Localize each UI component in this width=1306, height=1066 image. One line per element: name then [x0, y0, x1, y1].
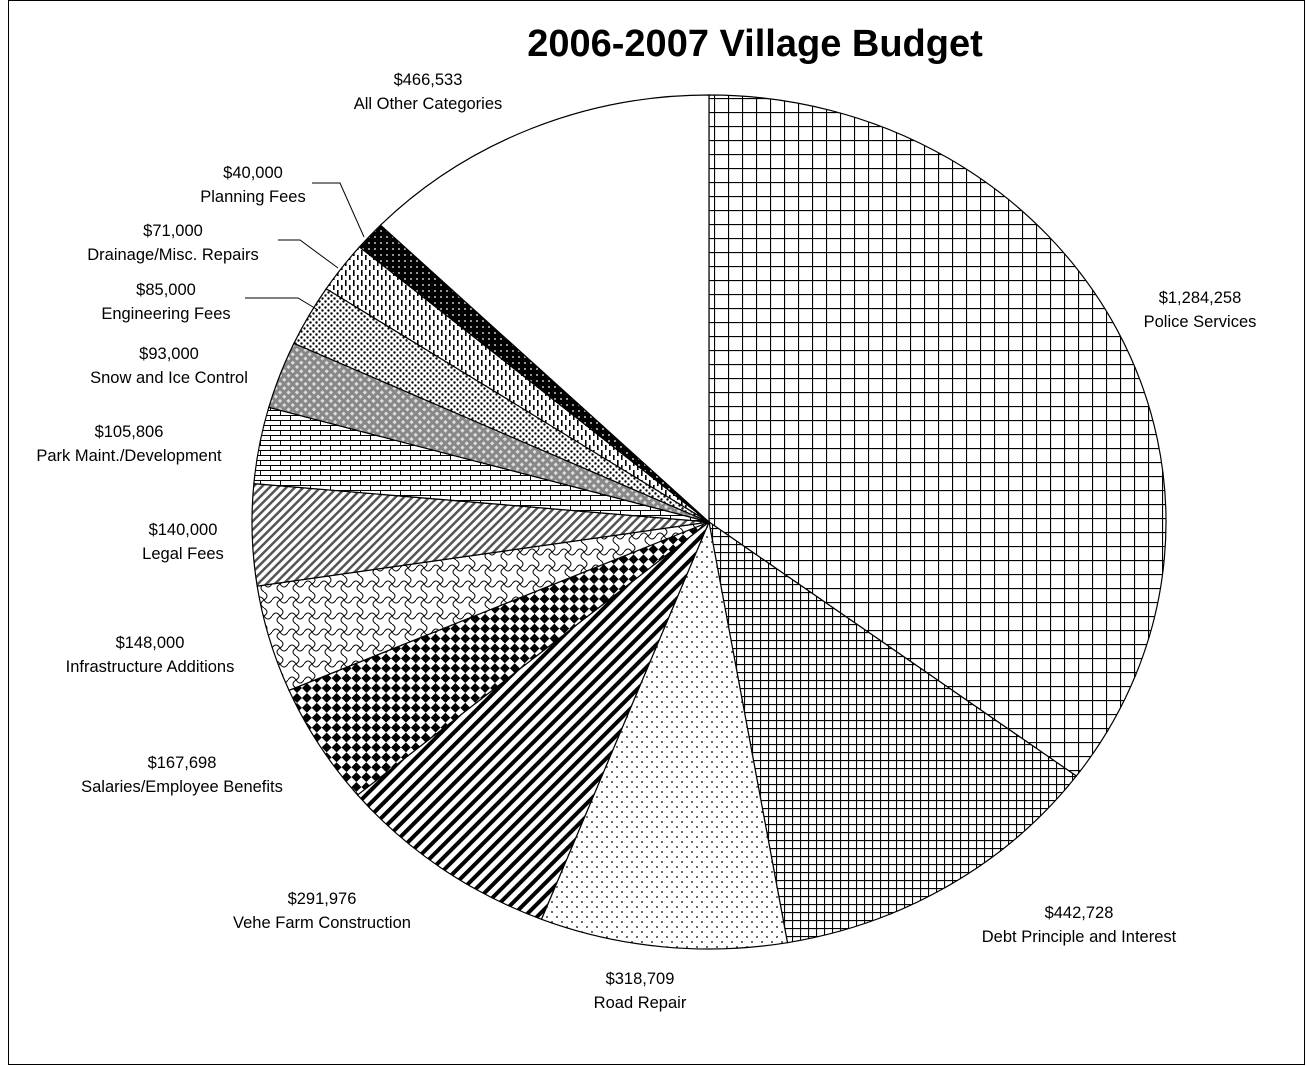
slice-category-label: Salaries/Employee Benefits — [81, 778, 283, 796]
slice-label: $167,698 Salaries/Employee Benefits — [81, 754, 283, 796]
chart-border — [8, 0, 1305, 1065]
slice-labels: $1,284,258 Police Services $442,728 Debt Pr… — [36, 71, 1256, 1012]
leader-lines — [245, 182, 365, 311]
slice-label: $105,806 Park Maint./Development — [36, 423, 222, 465]
pie-slice-vehe-farm-construction — [356, 520, 711, 921]
slice-label: $85,000 Engineering Fees — [101, 281, 230, 323]
slice-value-label: $1,284,258 — [1159, 289, 1242, 307]
leader-line — [278, 239, 339, 269]
slice-category-label: Planning Fees — [200, 188, 306, 206]
pie-slice-all-other-categories — [379, 94, 710, 524]
slice-label: $148,000 Infrastructure Additions — [66, 634, 235, 676]
leader-line — [245, 297, 319, 311]
pie-slices — [251, 94, 1167, 950]
slice-label: $140,000 Legal Fees — [142, 521, 224, 563]
slice-value-label: $291,976 — [288, 890, 357, 908]
slice-category-label: Legal Fees — [142, 545, 224, 563]
slice-value-label: $71,000 — [143, 222, 203, 240]
slice-category-label: Drainage/Misc. Repairs — [87, 246, 258, 264]
slice-category-label: Engineering Fees — [101, 305, 230, 323]
slice-category-label: Debt Principle and Interest — [982, 928, 1177, 946]
slice-label: $40,000 Planning Fees — [200, 164, 306, 206]
slice-value-label: $40,000 — [223, 164, 283, 182]
slice-label: $318,709 Road Repair — [594, 970, 687, 1012]
pie-slice-road-repair — [540, 519, 789, 950]
slice-value-label: $85,000 — [136, 281, 196, 299]
slice-value-label: $148,000 — [116, 634, 185, 652]
slice-category-label: Infrastructure Additions — [66, 658, 235, 676]
slice-value-label: $93,000 — [139, 345, 199, 363]
slice-value-label: $140,000 — [149, 521, 218, 539]
slice-value-label: $466,533 — [394, 71, 463, 89]
slice-category-label: Police Services — [1144, 313, 1257, 331]
slice-category-label: Road Repair — [594, 994, 687, 1012]
slice-value-label: $105,806 — [95, 423, 164, 441]
slice-value-label: $318,709 — [606, 970, 675, 988]
slice-category-label: Park Maint./Development — [36, 447, 222, 465]
slice-category-label: Vehe Farm Construction — [233, 914, 411, 932]
slice-value-label: $167,698 — [148, 754, 217, 772]
slice-label: $466,533 All Other Categories — [354, 71, 503, 113]
slice-label: $93,000 Snow and Ice Control — [90, 345, 248, 387]
leader-line — [312, 182, 365, 238]
pie-slice-police-services — [708, 94, 1167, 777]
slice-category-label: All Other Categories — [354, 95, 503, 113]
pie-slice-debt-principle-and-interest — [708, 520, 1078, 944]
slice-label: $291,976 Vehe Farm Construction — [233, 890, 411, 932]
slice-label: $442,728 Debt Principle and Interest — [982, 904, 1177, 946]
slice-value-label: $442,728 — [1045, 904, 1114, 922]
slice-category-label: Snow and Ice Control — [90, 369, 248, 387]
chart-title: 2006-2007 Village Budget — [527, 23, 983, 65]
slice-label: $1,284,258 Police Services — [1144, 289, 1257, 331]
slice-label: $71,000 Drainage/Misc. Repairs — [87, 222, 258, 264]
